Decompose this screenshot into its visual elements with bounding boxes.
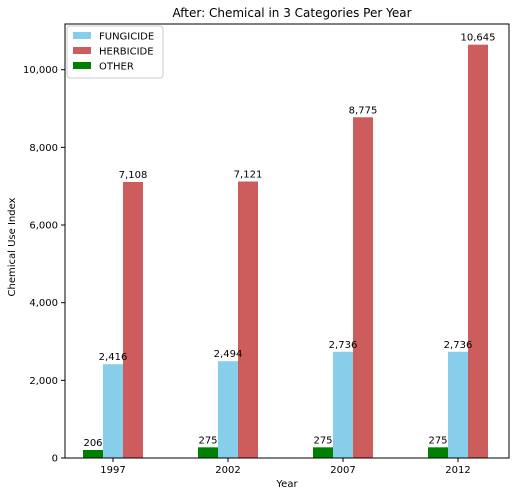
bars-layer [83,44,488,459]
bar-fungicide-2012 [448,351,468,458]
bar-other-2002 [198,447,218,458]
data-label-fungicide-2002: 2,494 [214,349,243,360]
data-label-fungicide-2012: 2,736 [444,340,473,351]
bar-herbicide-2002 [238,181,258,459]
bar-herbicide-2012 [468,44,488,459]
bar-fungicide-1997 [103,364,123,458]
y-tick-label: 8,000 [29,143,58,154]
data-label-other-2002: 275 [198,435,217,446]
y-tick-label: 6,000 [29,221,58,232]
chart-title: After: Chemical in 3 Categories Per Year [173,6,412,20]
x-tick-label: 2012 [445,465,470,476]
x-axis-ticks: 1997 2002 2007 2012 [100,458,471,476]
legend-label-herbicide: HERBICIDE [99,47,154,58]
y-axis-label: Chemical Use Index [7,197,18,296]
bar-herbicide-1997 [123,181,143,458]
y-axis-ticks: 0 2,000 4,000 6,000 8,000 10,000 [23,65,65,465]
data-label-herbicide-1997: 7,108 [119,170,148,181]
data-label-other-2012: 275 [428,435,447,446]
x-tick-label: 2002 [215,465,240,476]
legend-label-fungicide: FUNGICIDE [99,32,154,43]
plot-frame [64,23,510,459]
x-axis-label: Year [275,479,298,490]
x-tick-label: 1997 [100,465,125,476]
data-label-herbicide-2012: 10,645 [461,33,496,44]
y-tick-label: 10,000 [23,65,58,76]
bar-fungicide-2002 [218,361,238,458]
data-label-fungicide-2007: 2,736 [329,340,358,351]
data-label-other-2007: 275 [313,435,332,446]
y-tick-label: 4,000 [29,298,58,309]
legend-swatch-fungicide [73,32,91,39]
bar-other-2012 [428,447,448,458]
legend-label-other: OTHER [99,62,134,73]
data-label-herbicide-2002: 7,121 [234,169,263,180]
x-tick-label: 2007 [330,465,355,476]
y-tick-label: 0 [52,454,58,465]
data-label-other-1997: 206 [83,438,102,449]
legend-swatch-other [73,62,91,69]
bar-herbicide-2007 [353,117,373,458]
data-labels-layer: 206 275 275 275 2,416 2,494 2,736 2,736 7,108 7,1… [83,33,495,449]
bar-other-2007 [313,447,333,458]
y-tick-label: 2,000 [29,376,58,387]
legend: FUNGICIDE HERBICIDE OTHER [66,25,164,79]
data-label-fungicide-1997: 2,416 [99,352,128,363]
bar-other-1997 [83,450,103,458]
data-label-herbicide-2007: 8,775 [349,105,378,116]
bar-fungicide-2007 [333,351,353,458]
legend-swatch-herbicide [73,47,91,54]
